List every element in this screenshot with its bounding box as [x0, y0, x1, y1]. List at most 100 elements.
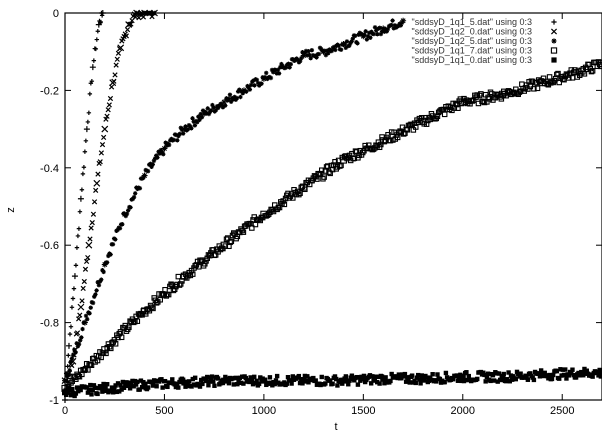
- trace-point: [239, 374, 245, 379]
- trace-point: [286, 61, 291, 66]
- trace-point: [287, 65, 292, 70]
- trace-point: [578, 70, 584, 77]
- trace-point: [434, 379, 439, 384]
- trace-point: [588, 68, 595, 75]
- trace-point: [95, 391, 100, 397]
- trace-point: [68, 324, 74, 329]
- trace-point: [490, 372, 496, 378]
- trace-point: [297, 190, 303, 196]
- trace-point: [262, 75, 268, 80]
- trace-point: [178, 125, 184, 130]
- trace-point: [137, 186, 143, 191]
- trace-point: [340, 42, 345, 47]
- legend-marker: [550, 28, 558, 35]
- trace-point: [578, 372, 584, 378]
- trace-point: [94, 288, 99, 293]
- trace-point: [247, 379, 252, 385]
- trace-point: [342, 41, 347, 47]
- trace-point: [374, 28, 379, 33]
- trace-point: [322, 48, 327, 54]
- trace-point: [191, 119, 196, 124]
- trace-point: [219, 102, 224, 108]
- trace-point: [158, 147, 164, 153]
- trace-point: [382, 29, 387, 34]
- trace-point: [366, 30, 372, 36]
- trace-point: [352, 378, 357, 383]
- trace-point: [369, 29, 374, 34]
- series-1: [62, 10, 106, 403]
- trace-point: [561, 372, 567, 378]
- trace-point: [270, 383, 275, 388]
- trace-point: [377, 25, 382, 31]
- trace-point: [211, 105, 216, 110]
- trace-point: [379, 374, 385, 379]
- trace-point: [530, 375, 535, 380]
- trace-point: [252, 374, 257, 380]
- trace-point: [112, 386, 117, 392]
- trace-point: [209, 374, 215, 379]
- trace-point: [150, 162, 155, 167]
- trace-point: [81, 320, 86, 326]
- trace-point: [66, 353, 71, 358]
- trace-point: [305, 374, 310, 379]
- trace-point: [338, 47, 344, 52]
- y-tick-label: -0.2: [40, 85, 59, 97]
- trace-point: [396, 372, 402, 377]
- trace-point: [114, 389, 120, 395]
- trace-point: [133, 382, 139, 387]
- data-point: [62, 389, 68, 396]
- trace-point: [375, 32, 380, 37]
- data-point: [300, 377, 307, 384]
- trace-point: [494, 371, 499, 376]
- trace-point: [560, 367, 566, 372]
- trace-point: [197, 117, 202, 123]
- trace-point: [338, 377, 344, 383]
- trace-point: [365, 34, 371, 39]
- trace-point: [165, 291, 172, 298]
- trace-point: [253, 380, 258, 386]
- trace-point: [370, 374, 375, 379]
- trace-point: [426, 378, 432, 383]
- trace-point: [107, 95, 114, 102]
- trace-point: [91, 383, 97, 388]
- trace-point: [190, 271, 196, 277]
- trace-point: [111, 390, 116, 395]
- trace-point: [153, 379, 158, 384]
- trace-point: [177, 281, 184, 287]
- trace-point: [103, 388, 109, 394]
- trace-point: [65, 390, 70, 395]
- trace-point: [121, 211, 126, 216]
- trace-point: [95, 280, 100, 285]
- trace-point: [464, 370, 469, 375]
- trace-point: [224, 96, 229, 101]
- data-point: [62, 377, 68, 384]
- trace-point: [125, 383, 130, 389]
- trace-point: [198, 111, 203, 117]
- trace-point: [422, 378, 427, 383]
- trace-point: [383, 375, 388, 380]
- data-point: [101, 125, 109, 133]
- trace-point: [179, 127, 185, 133]
- trace-point: [151, 158, 157, 164]
- data-point: [141, 172, 148, 179]
- trace-point: [112, 72, 118, 78]
- trace-point: [374, 379, 380, 385]
- trace-point: [200, 381, 205, 387]
- trace-point: [189, 384, 194, 389]
- trace-point: [483, 379, 488, 384]
- trace-point: [120, 379, 126, 385]
- data-point: [77, 195, 84, 202]
- trace-point: [127, 21, 133, 27]
- trace-point: [254, 378, 259, 384]
- trace-point: [319, 374, 324, 380]
- trace-point: [159, 150, 165, 155]
- trace-point: [88, 382, 93, 388]
- data-point: [499, 373, 506, 380]
- trace-point: [307, 52, 312, 58]
- y-tick-label: -0.6: [40, 240, 59, 252]
- trace-point: [104, 382, 110, 387]
- trace-point: [150, 383, 156, 388]
- trace-point: [382, 381, 387, 386]
- trace-point: [596, 373, 601, 378]
- trace-point: [66, 386, 71, 391]
